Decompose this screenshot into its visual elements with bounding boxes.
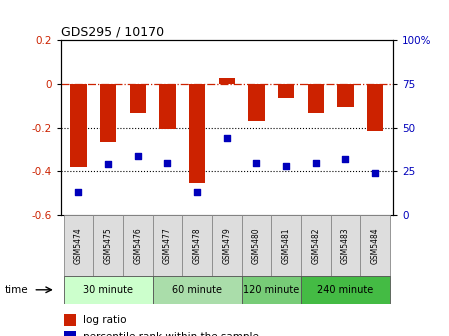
Point: [371, 170, 379, 176]
FancyBboxPatch shape: [212, 215, 242, 276]
Text: GSM5474: GSM5474: [74, 227, 83, 264]
Bar: [159, 84, 176, 129]
Text: percentile rank within the sample: percentile rank within the sample: [83, 332, 259, 336]
Point: [312, 160, 319, 165]
Text: GSM5484: GSM5484: [370, 227, 379, 264]
FancyBboxPatch shape: [242, 276, 301, 304]
Bar: [100, 84, 116, 142]
FancyBboxPatch shape: [330, 215, 360, 276]
Text: 30 minute: 30 minute: [83, 285, 133, 295]
Point: [164, 160, 171, 165]
FancyBboxPatch shape: [301, 215, 330, 276]
Bar: [64, 314, 76, 326]
Point: [342, 157, 349, 162]
Bar: [278, 84, 294, 98]
FancyBboxPatch shape: [153, 215, 182, 276]
Point: [134, 153, 141, 158]
Text: GSM5482: GSM5482: [311, 227, 320, 263]
Text: 120 minute: 120 minute: [243, 285, 299, 295]
Bar: [189, 84, 205, 183]
Bar: [64, 331, 76, 336]
Point: [194, 190, 201, 195]
FancyBboxPatch shape: [93, 215, 123, 276]
FancyBboxPatch shape: [242, 215, 271, 276]
Text: GSM5475: GSM5475: [104, 227, 113, 264]
Text: GSM5477: GSM5477: [163, 227, 172, 264]
Text: GDS295 / 10170: GDS295 / 10170: [61, 26, 164, 39]
Bar: [308, 84, 324, 114]
Bar: [219, 78, 235, 84]
FancyBboxPatch shape: [271, 215, 301, 276]
Bar: [337, 84, 353, 107]
Point: [223, 135, 230, 141]
Text: log ratio: log ratio: [83, 315, 126, 325]
Text: time: time: [4, 285, 28, 295]
FancyBboxPatch shape: [64, 215, 93, 276]
Text: GSM5478: GSM5478: [193, 227, 202, 264]
Bar: [248, 84, 264, 121]
FancyBboxPatch shape: [301, 276, 390, 304]
FancyBboxPatch shape: [64, 276, 153, 304]
FancyBboxPatch shape: [360, 215, 390, 276]
Bar: [70, 84, 87, 167]
Bar: [367, 84, 383, 131]
Text: GSM5481: GSM5481: [282, 227, 291, 263]
Text: GSM5483: GSM5483: [341, 227, 350, 264]
Text: GSM5480: GSM5480: [252, 227, 261, 264]
Point: [282, 163, 290, 169]
Point: [253, 160, 260, 165]
FancyBboxPatch shape: [123, 215, 153, 276]
Bar: [130, 84, 146, 114]
Text: GSM5476: GSM5476: [133, 227, 142, 264]
FancyBboxPatch shape: [153, 276, 242, 304]
Point: [75, 190, 82, 195]
Text: GSM5479: GSM5479: [222, 227, 231, 264]
Point: [105, 162, 112, 167]
Text: 60 minute: 60 minute: [172, 285, 222, 295]
FancyBboxPatch shape: [182, 215, 212, 276]
Text: 240 minute: 240 minute: [317, 285, 374, 295]
